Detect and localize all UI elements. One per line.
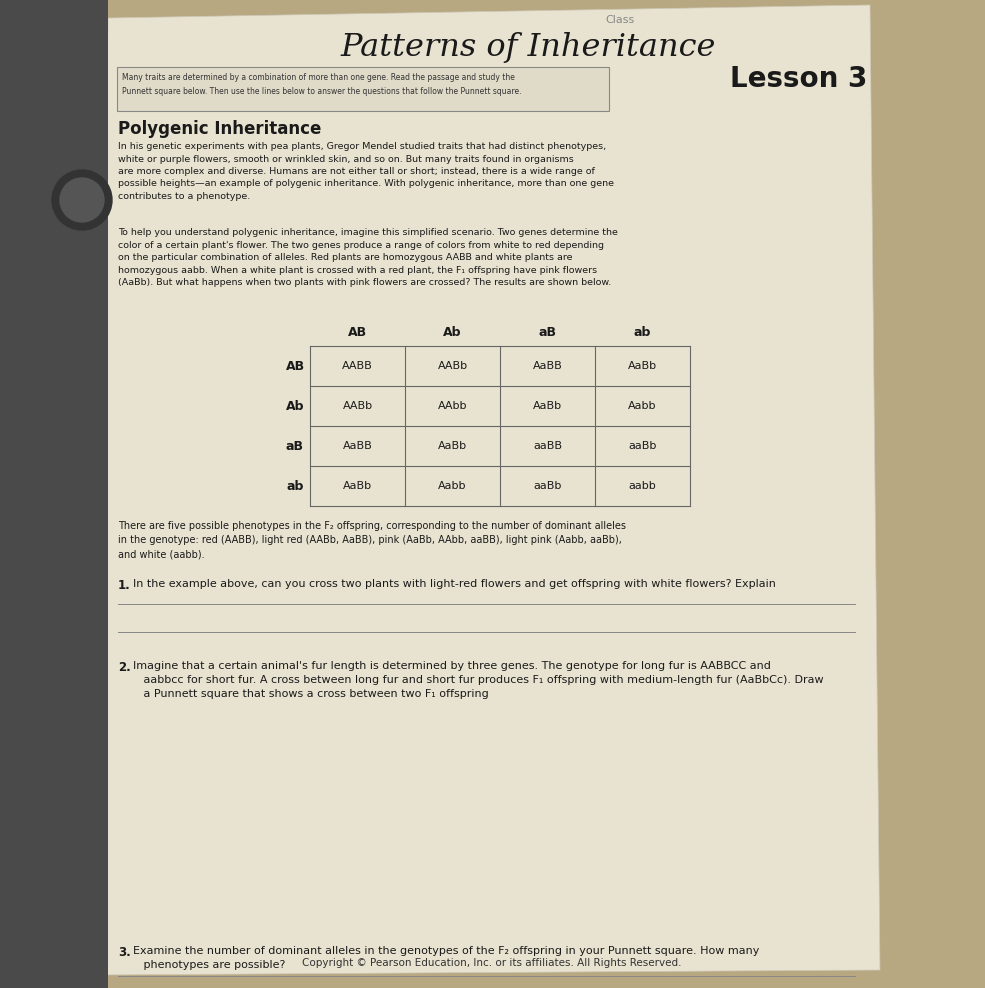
Text: In his genetic experiments with pea plants, Gregor Mendel studied traits that ha: In his genetic experiments with pea plan… [118,142,614,201]
Text: aabb: aabb [628,481,656,491]
Text: To help you understand polygenic inheritance, imagine this simplified scenario. : To help you understand polygenic inherit… [118,228,618,287]
Text: There are five possible phenotypes in the F₂ offspring, corresponding to the num: There are five possible phenotypes in th… [118,521,626,559]
Text: AABb: AABb [343,401,372,411]
Circle shape [52,170,112,230]
Text: 2.: 2. [118,661,131,674]
Text: Punnett square below. Then use the lines below to answer the questions that foll: Punnett square below. Then use the lines… [122,87,521,96]
Text: AaBB: AaBB [533,361,562,371]
Text: Imagine that a certain animal's fur length is determined by three genes. The gen: Imagine that a certain animal's fur leng… [133,661,823,699]
Text: ab: ab [633,326,651,339]
FancyBboxPatch shape [117,67,609,111]
Text: Aabb: Aabb [438,481,467,491]
Text: In the example above, can you cross two plants with light-red flowers and get of: In the example above, can you cross two … [133,579,776,589]
Text: 3.: 3. [118,946,131,959]
Text: aB: aB [539,326,557,339]
Text: aaBB: aaBB [533,441,562,451]
Text: AB: AB [348,326,367,339]
Text: AaBb: AaBb [533,401,562,411]
Text: Class: Class [606,15,634,25]
Text: AB: AB [286,360,304,372]
Polygon shape [0,0,108,988]
Text: ab: ab [287,479,303,492]
Text: Aabb: Aabb [628,401,657,411]
Text: Ab: Ab [443,326,462,339]
Text: Examine the number of dominant alleles in the genotypes of the F₂ offspring in y: Examine the number of dominant alleles i… [133,946,759,970]
Text: AaBb: AaBb [438,441,467,451]
Text: Lesson 3: Lesson 3 [730,65,868,93]
Text: AaBB: AaBB [343,441,372,451]
Text: AaBb: AaBb [628,361,657,371]
Text: Copyright © Pearson Education, Inc. or its affiliates. All Rights Reserved.: Copyright © Pearson Education, Inc. or i… [302,958,682,968]
Polygon shape [95,5,880,975]
Text: aaBb: aaBb [533,481,561,491]
Text: Ab: Ab [286,399,304,413]
Text: Polygenic Inheritance: Polygenic Inheritance [118,120,321,138]
Text: AABb: AABb [437,361,468,371]
Text: AAbb: AAbb [437,401,467,411]
Text: 1.: 1. [118,579,131,592]
Text: AaBb: AaBb [343,481,372,491]
Text: Many traits are determined by a combination of more than one gene. Read the pass: Many traits are determined by a combinat… [122,73,515,82]
Text: aB: aB [286,440,304,453]
Text: aaBb: aaBb [628,441,657,451]
Text: Patterns of Inheritance: Patterns of Inheritance [340,32,715,63]
Text: AABB: AABB [342,361,373,371]
Circle shape [60,178,104,222]
